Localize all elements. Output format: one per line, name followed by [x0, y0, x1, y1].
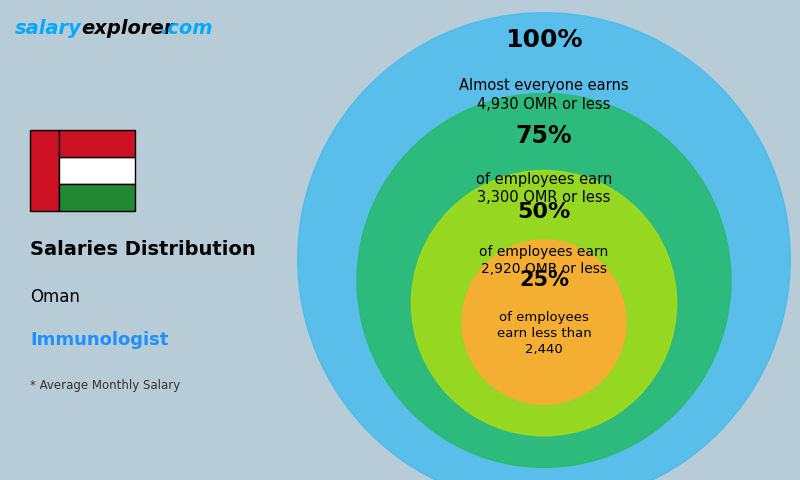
Text: of employees
earn less than
2,440: of employees earn less than 2,440	[497, 311, 591, 356]
Text: explorer: explorer	[81, 19, 174, 38]
Circle shape	[298, 12, 790, 480]
Circle shape	[462, 240, 626, 404]
FancyBboxPatch shape	[58, 184, 135, 211]
Text: Almost everyone earns
4,930 OMR or less: Almost everyone earns 4,930 OMR or less	[459, 78, 629, 112]
Text: * Average Monthly Salary: * Average Monthly Salary	[30, 379, 180, 392]
Text: salary: salary	[15, 19, 82, 38]
Text: Salaries Distribution: Salaries Distribution	[30, 240, 256, 259]
Text: 25%: 25%	[519, 270, 569, 290]
Text: 75%: 75%	[516, 124, 572, 148]
Text: 100%: 100%	[506, 28, 582, 52]
FancyBboxPatch shape	[58, 130, 135, 156]
Text: .com: .com	[160, 19, 213, 38]
Circle shape	[357, 94, 731, 468]
Text: of employees earn
3,300 OMR or less: of employees earn 3,300 OMR or less	[476, 172, 612, 205]
Text: Immunologist: Immunologist	[30, 331, 169, 349]
Circle shape	[411, 170, 677, 436]
FancyBboxPatch shape	[30, 130, 58, 211]
FancyBboxPatch shape	[58, 156, 135, 184]
Text: of employees earn
2,920 OMR or less: of employees earn 2,920 OMR or less	[479, 245, 609, 276]
Text: 50%: 50%	[518, 202, 570, 222]
Text: Oman: Oman	[30, 288, 80, 306]
